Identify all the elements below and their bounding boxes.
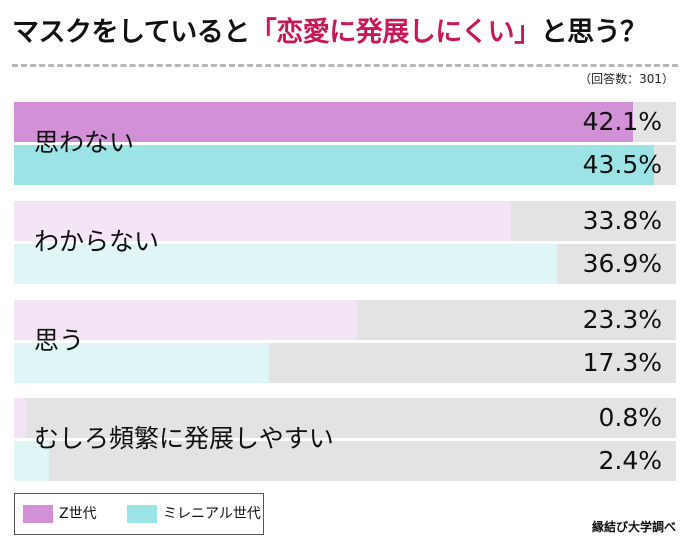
- category-group: 33.8% 36.9% わからない: [14, 201, 676, 285]
- source-credit: 縁結び大学調べ: [591, 520, 676, 534]
- category-label: 思う: [34, 326, 85, 355]
- category-group: 0.8% 2.4% むしろ頻繁に発展しやすい: [14, 398, 676, 482]
- value-label-z-gen: 23.3%: [582, 305, 662, 334]
- category-label: 思わない: [34, 128, 135, 157]
- bar-z-gen: [14, 300, 357, 340]
- chart-title: マスクをしていると「恋愛に発展しにくい」と思う？: [12, 10, 682, 54]
- bar-track: 36.9%: [14, 244, 676, 284]
- title-highlight: 「恋愛に発展しにくい」: [249, 17, 541, 48]
- bar-track: 43.5%: [14, 145, 676, 185]
- bar-z-gen: [14, 102, 634, 142]
- legend-swatch-z-gen: [23, 505, 53, 523]
- title-prefix: マスクをしていると: [12, 17, 250, 48]
- legend-label-millennial: ミレニアル世代: [163, 506, 261, 522]
- value-label-z-gen: 33.8%: [582, 206, 662, 235]
- value-label-millennial: 43.5%: [582, 150, 662, 179]
- value-label-z-gen: 42.1%: [582, 107, 662, 136]
- category-label: むしろ頻繁に発展しやすい: [34, 424, 334, 453]
- bar-millennial: [14, 343, 269, 383]
- bar-z-gen: [14, 398, 26, 438]
- sample-size-note: （回答数：301）: [579, 72, 674, 86]
- legend: Z世代 ミレニアル世代: [14, 493, 264, 535]
- category-group: 42.1% 43.5% 思わない: [14, 102, 676, 186]
- bar-track: 33.8%: [14, 201, 676, 241]
- bar-millennial: [14, 145, 654, 185]
- bar-track: 0.8%: [14, 398, 676, 438]
- value-label-millennial: 17.3%: [582, 348, 662, 377]
- bar-track: 17.3%: [14, 343, 676, 383]
- title-divider: [12, 64, 678, 67]
- bar-track: 42.1%: [14, 102, 676, 142]
- legend-label-z-gen: Z世代: [59, 506, 97, 522]
- bar-track: 2.4%: [14, 441, 676, 481]
- bar-z-gen: [14, 201, 512, 241]
- legend-swatch-millennial: [127, 505, 157, 523]
- category-group: 23.3% 17.3% 思う: [14, 300, 676, 384]
- value-label-millennial: 36.9%: [582, 249, 662, 278]
- category-label: わからない: [34, 227, 160, 256]
- bar-millennial: [14, 441, 50, 481]
- title-suffix: と思う？: [540, 17, 648, 48]
- bar-track: 23.3%: [14, 300, 676, 340]
- value-label-z-gen: 0.8%: [598, 403, 662, 432]
- bar-millennial: [14, 244, 557, 284]
- value-label-millennial: 2.4%: [598, 446, 662, 475]
